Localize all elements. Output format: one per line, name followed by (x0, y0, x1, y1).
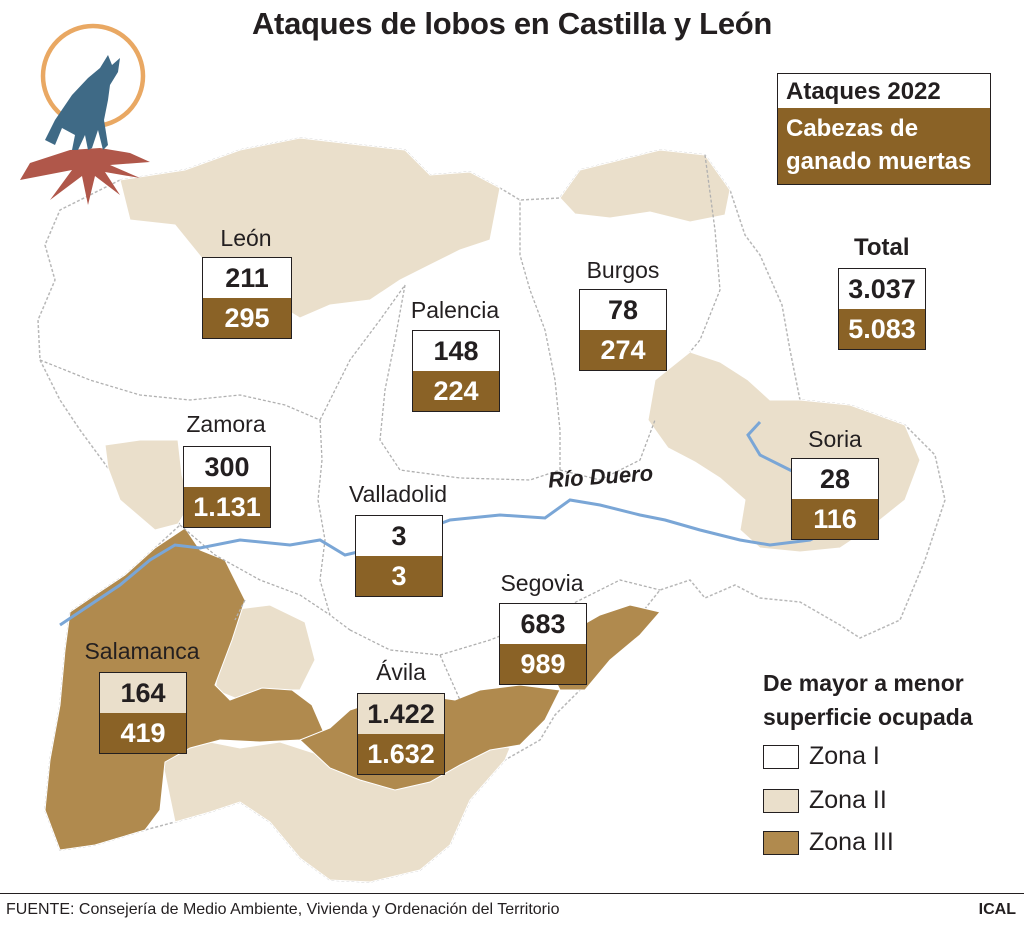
attacks-value: 164 (100, 673, 186, 713)
zona-ii-burgos-north (559, 149, 731, 223)
stat-box-burgos: 78 274 (579, 289, 667, 371)
stat-box-avila: 1.422 1.632 (357, 693, 445, 775)
legend-heads-label: Cabezas de ganado muertas (778, 108, 990, 184)
heads-value: 224 (413, 371, 499, 411)
stat-box-soria: 28 116 (791, 458, 879, 540)
province-label-zamora: Zamora (186, 411, 266, 437)
zone-swatch (763, 789, 799, 814)
zones-legend-title: De mayor a menor superficie ocupada (763, 670, 973, 730)
agency-credit: ICAL (978, 901, 1016, 918)
stat-box-segovia: 683 989 (499, 603, 587, 685)
zone-label: Zona II (809, 786, 887, 814)
heads-value: 295 (203, 298, 291, 338)
footer-divider (0, 893, 1024, 894)
attacks-value: 1.422 (358, 694, 444, 734)
heads-value: 989 (500, 644, 586, 684)
attacks-value: 300 (204, 452, 250, 482)
zone-legend-item: Zona I (763, 741, 880, 771)
attacks-value: 28 (819, 464, 851, 494)
zona-ii-zamora (104, 439, 191, 531)
stat-box-palencia: 148 224 (412, 330, 500, 412)
data-legend: Ataques 2022 Cabezas de ganado muertas (777, 73, 991, 185)
province-label-avila: Ávila (376, 659, 426, 685)
total-label: Total (854, 234, 910, 261)
attacks-value: 148 (433, 336, 479, 366)
zone-legend-item: Zona II (763, 785, 887, 815)
province-label-soria: Soria (808, 426, 862, 452)
total-heads-value: 5.083 (839, 309, 925, 349)
attacks-value: 683 (520, 609, 566, 639)
province-label-segovia: Segovia (500, 570, 584, 596)
zone-swatch (763, 745, 799, 770)
heads-value: 3 (356, 556, 442, 596)
heads-value: 274 (580, 330, 666, 370)
heads-value: 419 (100, 713, 186, 753)
heads-value: 1.131 (184, 487, 270, 527)
stat-box-total: 3.037 5.083 (838, 268, 926, 350)
attacks-value: 78 (607, 295, 639, 325)
stat-box-leon: 211 295 (202, 257, 292, 339)
howling-wolf-icon (20, 23, 150, 205)
province-boundaries (39, 154, 721, 701)
stat-box-zamora: 300 1.131 (183, 446, 271, 528)
zone-label: Zona III (809, 828, 894, 856)
attacks-value: 3 (391, 521, 407, 551)
stat-box-valladolid: 3 3 (355, 515, 443, 597)
stat-box-salamanca: 164 419 (99, 672, 187, 754)
zone-swatch (763, 831, 799, 856)
source-text: FUENTE: Consejería de Medio Ambiente, Vi… (6, 901, 560, 918)
zone-legend-item: Zona III (763, 827, 894, 857)
total-attacks-value: 3.037 (848, 274, 916, 304)
attacks-value: 211 (225, 263, 269, 293)
map-title: Ataques de lobos en Castilla y León (251, 6, 773, 41)
province-label-leon: León (220, 225, 272, 251)
province-label-valladolid: Valladolid (348, 481, 448, 507)
zone-label: Zona I (809, 742, 880, 770)
province-label-salamanca: Salamanca (84, 638, 200, 664)
legend-attacks-label: Ataques 2022 (778, 74, 990, 108)
heads-value: 116 (792, 499, 878, 539)
heads-value: 1.632 (358, 734, 444, 774)
province-label-palencia: Palencia (410, 297, 500, 323)
province-label-burgos: Burgos (586, 257, 660, 283)
